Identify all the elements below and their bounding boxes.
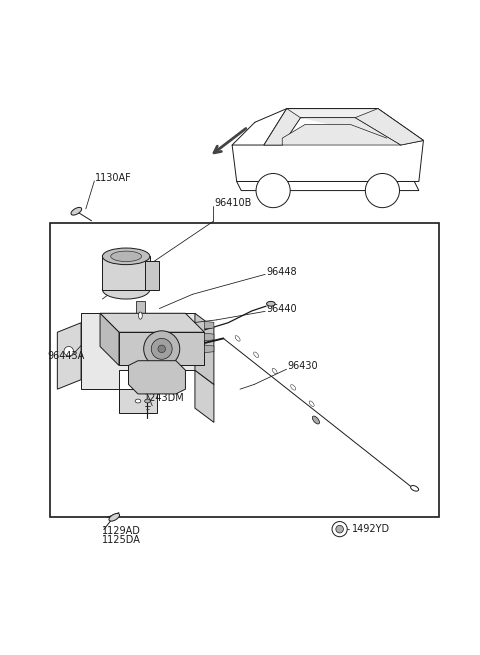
Circle shape (332, 521, 347, 536)
Text: 96448: 96448 (266, 267, 297, 276)
Polygon shape (129, 361, 185, 394)
Text: 1129AD: 1129AD (102, 525, 141, 536)
Circle shape (365, 174, 399, 208)
Text: 96440: 96440 (266, 303, 297, 314)
Ellipse shape (235, 335, 240, 341)
Circle shape (64, 346, 73, 356)
Polygon shape (102, 256, 150, 290)
Circle shape (256, 174, 290, 208)
Text: 1243DJ: 1243DJ (144, 383, 180, 393)
Ellipse shape (272, 368, 277, 374)
Text: 1243DM: 1243DM (144, 393, 185, 403)
Polygon shape (119, 332, 204, 365)
Polygon shape (237, 181, 419, 191)
Text: 96443A: 96443A (48, 351, 85, 361)
Ellipse shape (410, 485, 419, 491)
Text: 1492YD: 1492YD (351, 524, 390, 534)
Ellipse shape (253, 352, 259, 358)
Polygon shape (100, 313, 204, 332)
Text: 1130AF: 1130AF (96, 173, 132, 183)
Circle shape (336, 525, 343, 533)
Polygon shape (204, 322, 214, 329)
Ellipse shape (102, 248, 150, 265)
Polygon shape (195, 313, 214, 384)
Polygon shape (232, 109, 423, 181)
Polygon shape (204, 333, 214, 341)
Ellipse shape (111, 251, 142, 261)
Ellipse shape (312, 416, 320, 424)
Ellipse shape (109, 514, 120, 521)
Circle shape (371, 179, 394, 202)
Polygon shape (119, 389, 157, 413)
Circle shape (262, 179, 285, 202)
Polygon shape (57, 323, 81, 389)
Ellipse shape (309, 401, 314, 407)
Circle shape (151, 339, 172, 360)
Polygon shape (264, 109, 423, 145)
Ellipse shape (266, 301, 275, 306)
Ellipse shape (71, 208, 82, 215)
Polygon shape (195, 370, 214, 422)
Ellipse shape (135, 399, 141, 403)
Circle shape (144, 331, 180, 367)
Ellipse shape (102, 280, 150, 299)
Bar (50, 223, 439, 517)
Bar (136, 301, 145, 313)
Text: 96430: 96430 (288, 362, 318, 371)
Polygon shape (264, 109, 300, 145)
Polygon shape (100, 313, 119, 365)
Polygon shape (145, 261, 159, 290)
Text: 96410B: 96410B (214, 198, 252, 208)
Ellipse shape (291, 384, 296, 390)
Circle shape (158, 345, 166, 352)
Polygon shape (81, 313, 195, 389)
Ellipse shape (138, 312, 142, 319)
Polygon shape (282, 118, 401, 145)
Polygon shape (204, 345, 214, 352)
Polygon shape (355, 109, 423, 145)
Text: 1125DA: 1125DA (102, 535, 141, 545)
Ellipse shape (144, 399, 150, 403)
